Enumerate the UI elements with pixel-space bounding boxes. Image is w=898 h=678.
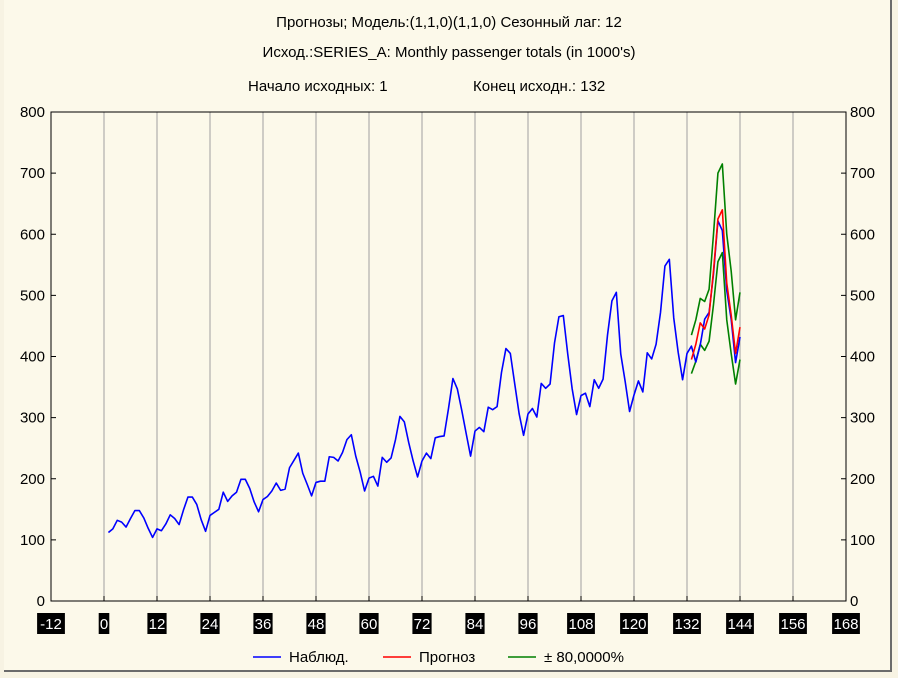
interval-lower-line	[690, 251, 741, 385]
y-tick-label-left: 800	[20, 104, 45, 121]
plot-area-border	[50, 111, 847, 602]
interval-upper-line	[690, 163, 741, 336]
chart-end-label: Конец исходн.: 132	[473, 78, 606, 95]
x-tick-label: 132	[674, 616, 699, 633]
x-tick-label: 168	[833, 616, 858, 633]
observed-line	[107, 220, 741, 539]
x-tick-label: 84	[467, 616, 484, 633]
legend-observed-label: Наблюд.	[289, 649, 349, 666]
x-tick-label-bg	[726, 613, 754, 634]
x-tick-label: 48	[308, 616, 325, 633]
y-tick-label-right: 800	[850, 104, 875, 121]
grid-layer	[103, 112, 794, 601]
y-tick-label-right: 100	[850, 532, 875, 549]
y-tick-label-left: 100	[20, 532, 45, 549]
y-tick-label-left: 600	[20, 226, 45, 243]
legend-forecast-label: Прогноз	[419, 649, 475, 666]
y-tick-label-left: 200	[20, 471, 45, 488]
y-tick-label-left: 500	[20, 287, 45, 304]
x-tick-label: 156	[780, 616, 805, 633]
x-tick-label: 24	[202, 616, 219, 633]
x-tick-label-bg	[253, 613, 273, 634]
series-layer	[107, 163, 741, 539]
x-tick-label: 120	[621, 616, 646, 633]
x-tick-label-bg	[465, 613, 485, 634]
x-tick-label-bg	[359, 613, 379, 634]
x-tick-label: 72	[414, 616, 431, 633]
x-tick-label: 108	[568, 616, 593, 633]
x-tick-label-bg	[200, 613, 220, 634]
x-tick-label-bg	[518, 613, 538, 634]
x-tick-label: -12	[40, 616, 62, 633]
chart-title-line1: Прогнозы; Модель:(1,1,0)(1,1,0) Сезонный…	[276, 14, 622, 31]
forecast-line	[690, 209, 741, 360]
x-tick-label: 96	[520, 616, 537, 633]
y-tick-label-left: 700	[20, 165, 45, 182]
y-tick-label-right: 300	[850, 410, 875, 427]
x-tick-label-bg	[779, 613, 807, 634]
chart-start-label: Начало исходных: 1	[248, 78, 388, 95]
x-tick-label: 60	[361, 616, 378, 633]
x-tick-label-bg	[147, 613, 167, 634]
x-tick-label: 144	[727, 616, 752, 633]
y-tick-label-right: 600	[850, 226, 875, 243]
x-tick-label: 0	[100, 616, 108, 633]
y-tick-label-right: 700	[850, 165, 875, 182]
x-tick-label-bg	[98, 613, 110, 634]
x-tick-label: 36	[255, 616, 272, 633]
x-tick-label-bg	[673, 613, 701, 634]
y-tick-label-right: 500	[850, 287, 875, 304]
x-tick-label-bg	[567, 613, 595, 634]
x-tick-label-bg	[412, 613, 432, 634]
y-tick-label-left: 400	[20, 349, 45, 366]
y-tick-label-right: 400	[850, 349, 875, 366]
x-tick-label: 12	[149, 616, 166, 633]
y-tick-label-right: 200	[850, 471, 875, 488]
y-tick-label-left: 300	[20, 410, 45, 427]
x-tick-label-bg	[620, 613, 648, 634]
chart-title-line2: Исход.:SERIES_A: Monthly passenger total…	[262, 44, 636, 61]
x-tick-label-bg	[37, 613, 65, 634]
legend-interval-label: ± 80,0000%	[544, 649, 624, 666]
y-tick-label-right: 0	[850, 593, 858, 610]
y-tick-label-left: 0	[37, 593, 45, 610]
legend: Наблюд. Прогноз ± 80,0000%	[253, 649, 624, 666]
x-tick-label-bg	[832, 613, 860, 634]
x-tick-label-bg	[306, 613, 326, 634]
